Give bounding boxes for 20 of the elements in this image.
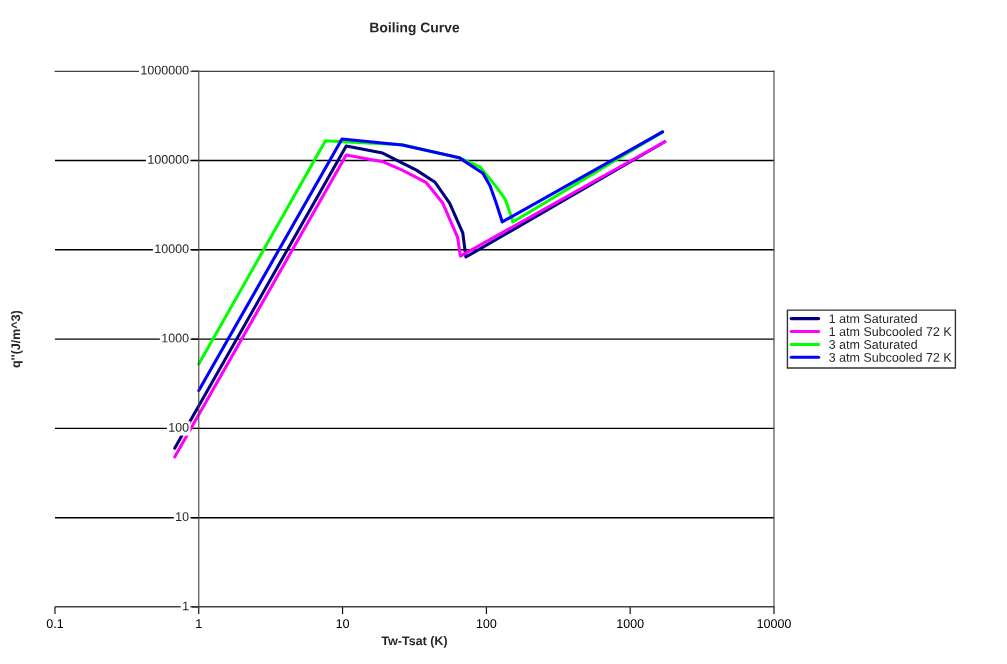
y-tick-label: 100	[169, 422, 189, 432]
x-axis-title: Tw-Tsat (K)	[381, 636, 447, 648]
legend-label: 3 atm Subcooled 72 K	[829, 352, 952, 362]
y-tick-label: 1000000	[141, 65, 189, 75]
x-tick-label: 1000	[617, 619, 644, 629]
y-axis-title: q''(J/m^3)	[10, 310, 23, 368]
x-tick-label: 0.1	[46, 619, 64, 629]
y-tick-label: 10000	[155, 244, 189, 254]
legend-label: 1 atm Saturated	[829, 313, 917, 324]
chart-title: Boiling Curve	[370, 22, 460, 36]
y-tick-label: 1	[183, 601, 189, 611]
legend-label: 3 atm Saturated	[829, 339, 917, 349]
x-tick-label: 1	[196, 619, 202, 628]
x-tick-label: 100	[476, 619, 497, 629]
y-tick-label: 100000	[148, 154, 189, 164]
x-tick-label: 10000	[757, 619, 791, 629]
legend-label: 1 atm Subcooled 72 K	[829, 326, 952, 337]
x-tick-label: 10	[336, 619, 350, 629]
y-tick-label: 1000	[162, 333, 189, 343]
y-tick-label: 10	[176, 512, 189, 522]
